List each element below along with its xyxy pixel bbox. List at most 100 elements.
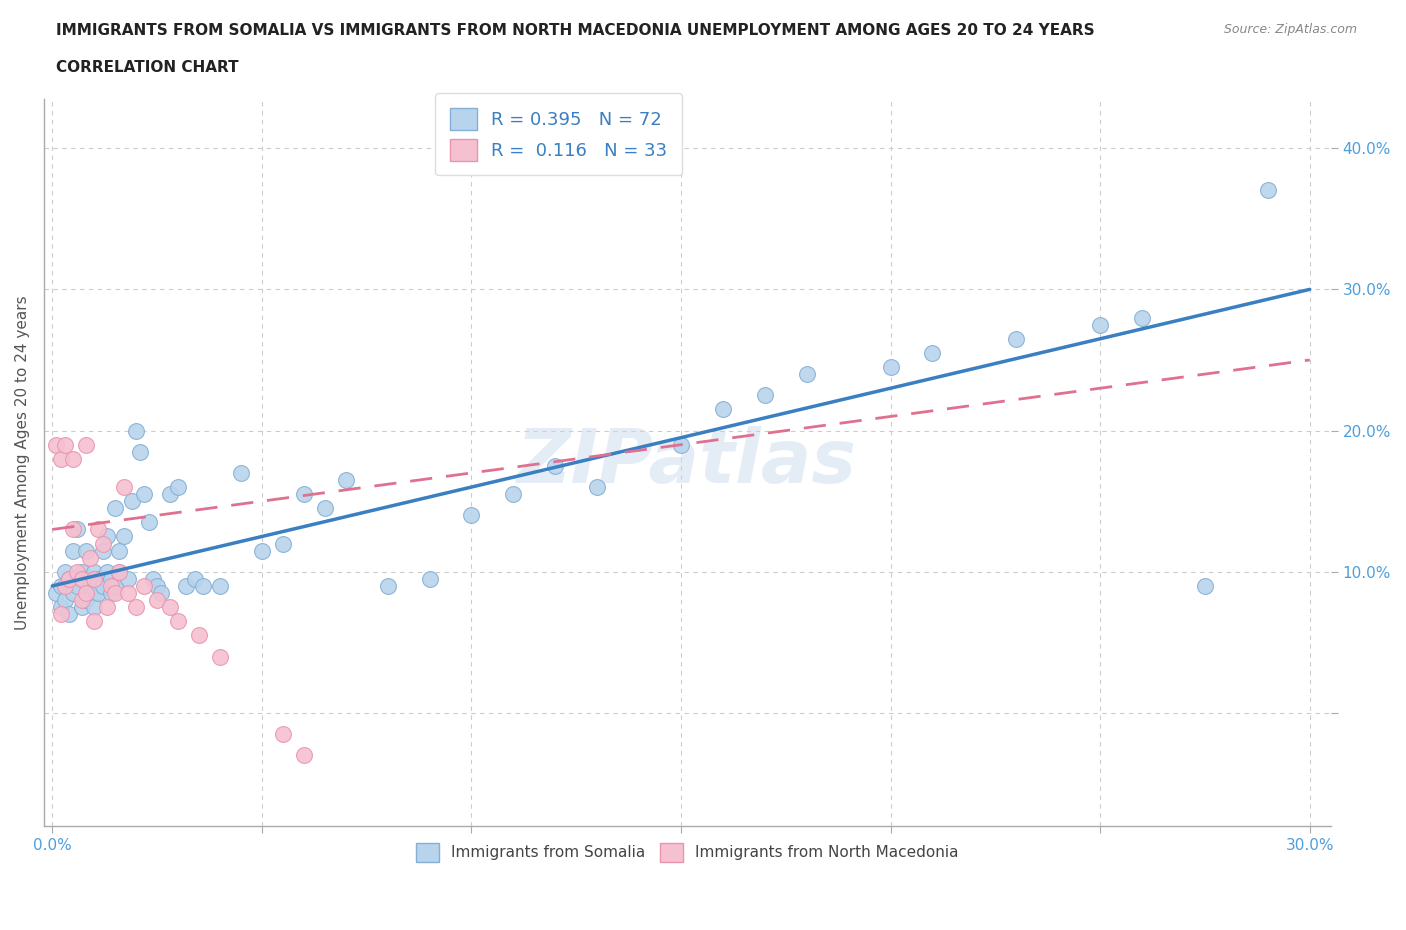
Point (184, 571, 207, 586)
Point (79, 578, 101, 593)
Point (112, 480, 135, 495)
Point (159, 600, 181, 615)
Point (62, 543, 84, 558)
Point (58, 606, 80, 621)
Point (70, 600, 93, 615)
Point (87, 586, 110, 601)
Text: ZIPatlas: ZIPatlas (517, 426, 858, 498)
Point (79, 571, 101, 586)
Point (418, 571, 440, 586)
Point (75, 543, 97, 558)
Point (229, 466, 252, 481)
Point (314, 501, 336, 516)
Point (96, 600, 118, 615)
Point (79, 551, 101, 565)
Point (502, 486, 524, 501)
Point (66, 565, 89, 579)
Point (83, 565, 105, 579)
Point (100, 571, 122, 586)
Point (117, 586, 139, 601)
Text: CORRELATION CHART: CORRELATION CHART (56, 60, 239, 75)
Point (62, 586, 84, 601)
Point (100, 586, 122, 601)
Point (176, 578, 198, 593)
Point (108, 565, 131, 579)
Point (66, 578, 89, 593)
Point (134, 578, 156, 593)
Point (159, 486, 181, 501)
Point (96, 565, 118, 579)
Point (1194, 578, 1216, 593)
Point (250, 543, 273, 558)
Point (108, 565, 131, 579)
Point (1130, 311, 1153, 325)
Point (167, 614, 190, 629)
Point (53, 437, 76, 452)
Point (129, 445, 152, 459)
Point (45, 586, 67, 601)
Point (460, 508, 482, 523)
Y-axis label: Unemployment Among Ages 20 to 24 years: Unemployment Among Ages 20 to 24 years (15, 295, 30, 630)
Point (87, 571, 110, 586)
Point (83, 614, 105, 629)
Point (53, 578, 76, 593)
Point (292, 486, 315, 501)
Point (49, 451, 72, 466)
Point (91, 536, 114, 551)
Point (208, 578, 231, 593)
Point (70, 592, 93, 607)
Point (377, 578, 399, 593)
Point (921, 345, 943, 360)
Point (167, 480, 190, 495)
Point (83, 600, 105, 615)
Point (49, 578, 72, 593)
Point (1088, 317, 1111, 332)
Point (58, 571, 80, 586)
Point (83, 571, 105, 586)
Point (544, 458, 567, 473)
Point (70, 571, 93, 586)
Point (70, 571, 93, 586)
Point (112, 529, 135, 544)
Point (1005, 331, 1028, 346)
Point (96, 529, 118, 544)
Point (87, 522, 110, 537)
Point (146, 578, 169, 593)
Point (121, 494, 143, 509)
Point (75, 437, 97, 452)
Point (292, 748, 315, 763)
Point (146, 592, 169, 607)
Point (91, 578, 114, 593)
Point (62, 522, 84, 537)
Legend: Immigrants from Somalia, Immigrants from North Macedonia: Immigrants from Somalia, Immigrants from… (408, 835, 966, 870)
Point (134, 486, 156, 501)
Point (586, 480, 609, 495)
Point (754, 388, 776, 403)
Point (138, 515, 160, 530)
Point (193, 578, 215, 593)
Point (108, 543, 131, 558)
Point (91, 543, 114, 558)
Point (53, 592, 76, 607)
Point (711, 402, 734, 417)
Point (117, 571, 139, 586)
Point (208, 649, 231, 664)
Point (70, 565, 93, 579)
Point (62, 451, 84, 466)
Point (335, 472, 357, 487)
Point (104, 578, 127, 593)
Text: Source: ZipAtlas.com: Source: ZipAtlas.com (1223, 23, 1357, 36)
Point (669, 437, 692, 452)
Point (796, 366, 818, 381)
Point (125, 423, 148, 438)
Point (271, 726, 294, 741)
Text: IMMIGRANTS FROM SOMALIA VS IMMIGRANTS FROM NORTH MACEDONIA UNEMPLOYMENT AMONG AG: IMMIGRANTS FROM SOMALIA VS IMMIGRANTS FR… (56, 23, 1095, 38)
Point (75, 592, 97, 607)
Point (45, 437, 67, 452)
Point (104, 501, 127, 516)
Point (49, 606, 72, 621)
Point (1257, 183, 1279, 198)
Point (100, 578, 122, 593)
Point (142, 571, 165, 586)
Point (75, 586, 97, 601)
